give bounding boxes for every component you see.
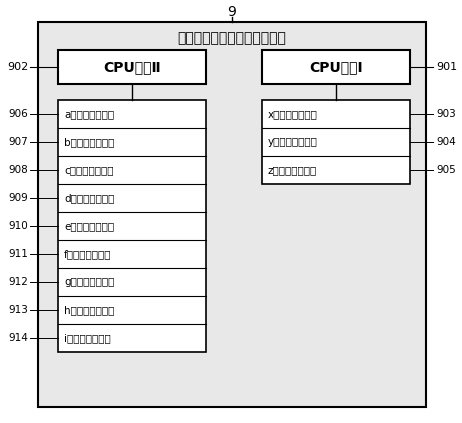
Text: h轴伺服接口模块: h轴伺服接口模块 bbox=[64, 305, 115, 315]
Bar bbox=[58, 50, 206, 84]
Bar bbox=[38, 22, 426, 407]
Text: 908: 908 bbox=[8, 165, 28, 175]
Text: a轴伺服接口模块: a轴伺服接口模块 bbox=[64, 109, 114, 119]
Text: e轴伺服接口模块: e轴伺服接口模块 bbox=[64, 221, 114, 231]
Text: 十二轴并联机械臂控制卡模块: 十二轴并联机械臂控制卡模块 bbox=[177, 31, 286, 45]
Text: CPU模块Ⅱ: CPU模块Ⅱ bbox=[103, 60, 161, 74]
Text: 905: 905 bbox=[436, 165, 456, 175]
Text: 914: 914 bbox=[8, 333, 28, 343]
Bar bbox=[58, 100, 206, 352]
Bar bbox=[262, 100, 410, 184]
Text: 913: 913 bbox=[8, 305, 28, 315]
Text: b轴伺服接口模块: b轴伺服接口模块 bbox=[64, 137, 115, 147]
Text: x轴伺服接口模块: x轴伺服接口模块 bbox=[268, 109, 318, 119]
Text: g轴伺服接口模块: g轴伺服接口模块 bbox=[64, 277, 115, 287]
Text: 902: 902 bbox=[7, 62, 28, 72]
Text: 906: 906 bbox=[8, 109, 28, 119]
Bar bbox=[262, 50, 410, 84]
Text: CPU模块Ⅰ: CPU模块Ⅰ bbox=[309, 60, 363, 74]
Text: 904: 904 bbox=[436, 137, 456, 147]
Text: 912: 912 bbox=[8, 277, 28, 287]
Text: 903: 903 bbox=[436, 109, 456, 119]
Text: i轴伺服接口模块: i轴伺服接口模块 bbox=[64, 333, 111, 343]
Text: c轴伺服接口模块: c轴伺服接口模块 bbox=[64, 165, 114, 175]
Text: 9: 9 bbox=[228, 5, 237, 19]
Text: 909: 909 bbox=[8, 193, 28, 203]
Text: d轴伺服接口模块: d轴伺服接口模块 bbox=[64, 193, 115, 203]
Text: 911: 911 bbox=[8, 249, 28, 259]
Text: z轴伺服接口模块: z轴伺服接口模块 bbox=[268, 165, 317, 175]
Text: y轴伺服接口模块: y轴伺服接口模块 bbox=[268, 137, 318, 147]
Text: 907: 907 bbox=[8, 137, 28, 147]
Text: 910: 910 bbox=[8, 221, 28, 231]
Text: 901: 901 bbox=[436, 62, 457, 72]
Text: f轴伺服接口模块: f轴伺服接口模块 bbox=[64, 249, 111, 259]
